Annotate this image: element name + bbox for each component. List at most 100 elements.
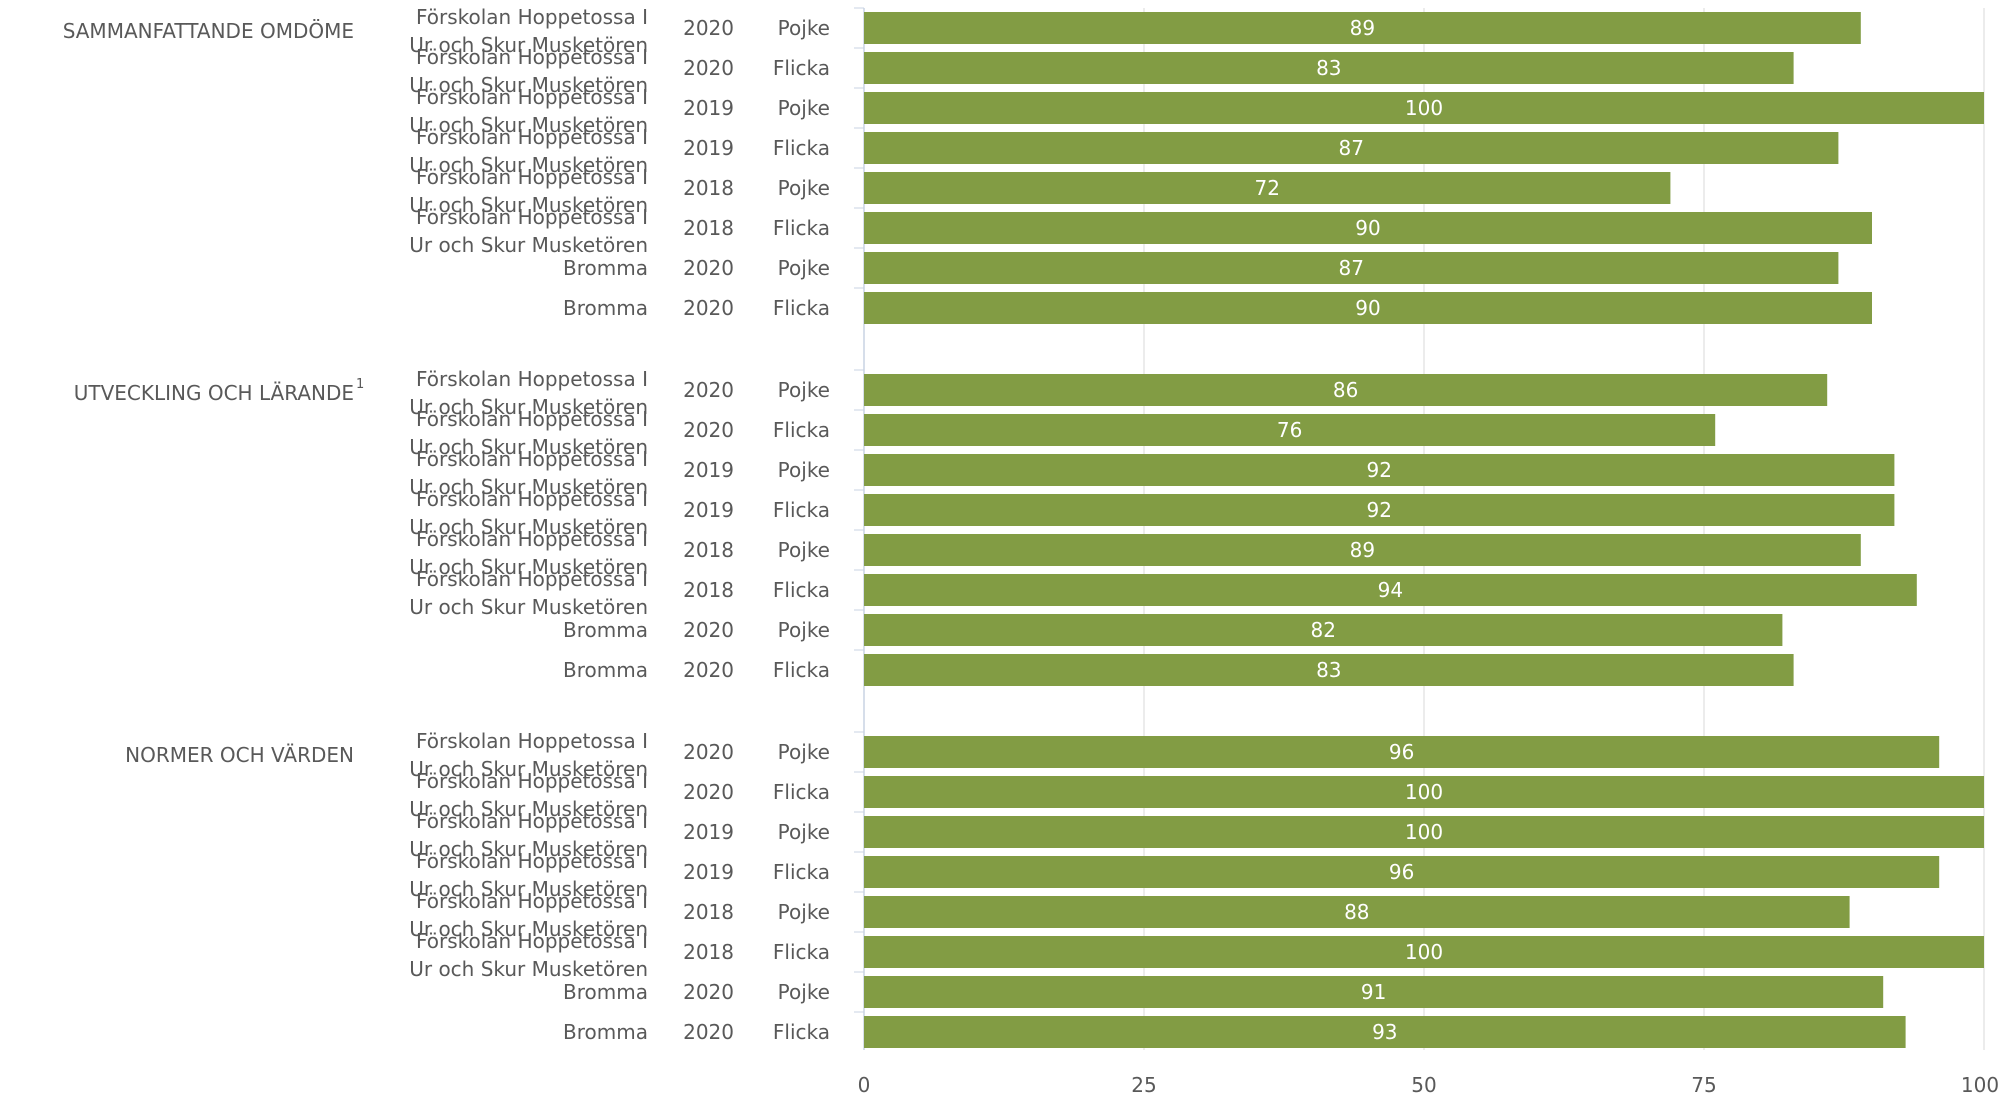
bar (864, 212, 1872, 244)
bar-value-label: 90 (1355, 296, 1380, 320)
row-unit-label: Förskolan Hoppetossa I Ur och Skur Musket… (409, 45, 648, 97)
bar (864, 292, 1872, 324)
row-gender-label: Flicka (773, 296, 830, 320)
bar (864, 654, 1794, 686)
bar-value-label: 89 (1350, 538, 1375, 562)
group-label: NORMER OCH VÄRDEN (125, 743, 354, 767)
bar-value-label: 96 (1389, 860, 1414, 884)
row-year-label: 2019 (683, 96, 734, 120)
bar-value-label: 96 (1389, 740, 1414, 764)
row-year-label: 2018 (683, 538, 734, 562)
bar-value-label: 94 (1378, 578, 1403, 602)
row-year-label: 2018 (683, 900, 734, 924)
bar-value-label: 76 (1277, 418, 1302, 442)
row-gender-label: Flicka (773, 216, 830, 240)
row-year-label: 2019 (683, 498, 734, 522)
row-gender-label: Flicka (773, 860, 830, 884)
row-year-label: 2020 (683, 56, 734, 80)
x-tick-label: 100 (1961, 1073, 1998, 1097)
row-unit-label: Förskolan Hoppetossa I Ur och Skur Musket… (409, 849, 648, 901)
bar-value-label: 100 (1405, 96, 1443, 120)
row-year-label: 2020 (683, 16, 734, 40)
row-gender-label: Flicka (773, 136, 830, 160)
bar (864, 454, 1895, 486)
row-gender-label: Pojke (778, 740, 830, 764)
bar (864, 172, 1671, 204)
group-label: SAMMANFATTANDE OMDÖME (63, 19, 354, 43)
bar-value-label: 83 (1316, 658, 1341, 682)
row-unit-label: Bromma (563, 256, 648, 280)
bar-value-label: 92 (1366, 498, 1391, 522)
row-unit-label: Förskolan Hoppetossa I Ur och Skur Musket… (409, 165, 648, 217)
row-gender-label: Pojke (778, 618, 830, 642)
row-gender-label: Flicka (773, 498, 830, 522)
row-year-label: 2020 (683, 618, 734, 642)
bar-value-label: 90 (1355, 216, 1380, 240)
row-year-label: 2020 (683, 658, 734, 682)
bar (864, 896, 1850, 928)
row-gender-label: Flicka (773, 940, 830, 964)
row-year-label: 2019 (683, 820, 734, 844)
row-gender-label: Pojke (778, 16, 830, 40)
bar-value-label: 93 (1372, 1020, 1397, 1044)
row-unit-label: Förskolan Hoppetossa I Ur och Skur Musket… (409, 729, 648, 781)
bar-value-label: 100 (1405, 940, 1443, 964)
row-year-label: 2020 (683, 780, 734, 804)
row-year-label: 2020 (683, 980, 734, 1004)
row-gender-label: Flicka (773, 418, 830, 442)
row-gender-label: Pojke (778, 378, 830, 402)
row-unit-label: Förskolan Hoppetossa I Ur och Skur Musket… (409, 367, 648, 419)
bar (864, 52, 1794, 84)
row-gender-label: Pojke (778, 96, 830, 120)
x-tick-label: 75 (1691, 1073, 1716, 1097)
bar (864, 614, 1783, 646)
row-unit-label: Förskolan Hoppetossa I Ur och Skur Musket… (409, 527, 648, 579)
row-gender-label: Flicka (773, 1020, 830, 1044)
bar-value-label: 83 (1316, 56, 1341, 80)
bar-value-label: 89 (1350, 16, 1375, 40)
bar (864, 1016, 1906, 1048)
row-year-label: 2019 (683, 860, 734, 884)
bar-value-label: 82 (1310, 618, 1335, 642)
bar-value-label: 88 (1344, 900, 1369, 924)
row-year-label: 2020 (683, 418, 734, 442)
bar (864, 976, 1884, 1008)
row-unit-label: Bromma (563, 296, 648, 320)
row-gender-label: Flicka (773, 578, 830, 602)
group-label: UTVECKLING OCH LÄRANDE (74, 381, 354, 405)
bar (864, 414, 1716, 446)
row-gender-label: Flicka (773, 658, 830, 682)
row-unit-label: Bromma (563, 980, 648, 1004)
row-unit-label: Förskolan Hoppetossa I Ur och Skur Musket… (409, 809, 648, 861)
row-year-label: 2020 (683, 1020, 734, 1044)
bar-value-label: 87 (1338, 136, 1363, 160)
row-unit-label: Bromma (563, 1020, 648, 1044)
row-year-label: 2020 (683, 740, 734, 764)
row-gender-label: Pojke (778, 256, 830, 280)
row-unit-label: Förskolan Hoppetossa I Ur och Skur Musket… (409, 929, 648, 981)
row-year-label: 2018 (683, 176, 734, 200)
row-year-label: 2020 (683, 296, 734, 320)
row-gender-label: Pojke (778, 980, 830, 1004)
bar (864, 574, 1917, 606)
bar-value-label: 100 (1405, 820, 1443, 844)
row-unit-label: Förskolan Hoppetossa I Ur och Skur Musket… (409, 769, 648, 821)
row-year-label: 2018 (683, 578, 734, 602)
bar (864, 936, 1984, 968)
row-unit-label: Förskolan Hoppetossa I Ur och Skur Musket… (409, 5, 648, 57)
row-unit-label: Förskolan Hoppetossa I Ur och Skur Musket… (409, 85, 648, 137)
row-unit-label: Förskolan Hoppetossa I Ur och Skur Musket… (409, 447, 648, 499)
bar (864, 12, 1861, 44)
row-unit-label: Förskolan Hoppetossa I Ur och Skur Musket… (409, 205, 648, 257)
bar-value-label: 72 (1254, 176, 1279, 200)
row-gender-label: Pojke (778, 820, 830, 844)
row-year-label: 2019 (683, 136, 734, 160)
row-year-label: 2020 (683, 256, 734, 280)
row-year-label: 2019 (683, 458, 734, 482)
bar (864, 856, 1940, 888)
bar-value-label: 91 (1361, 980, 1386, 1004)
row-year-label: 2018 (683, 216, 734, 240)
bar (864, 494, 1895, 526)
x-tick-label: 25 (1131, 1073, 1156, 1097)
